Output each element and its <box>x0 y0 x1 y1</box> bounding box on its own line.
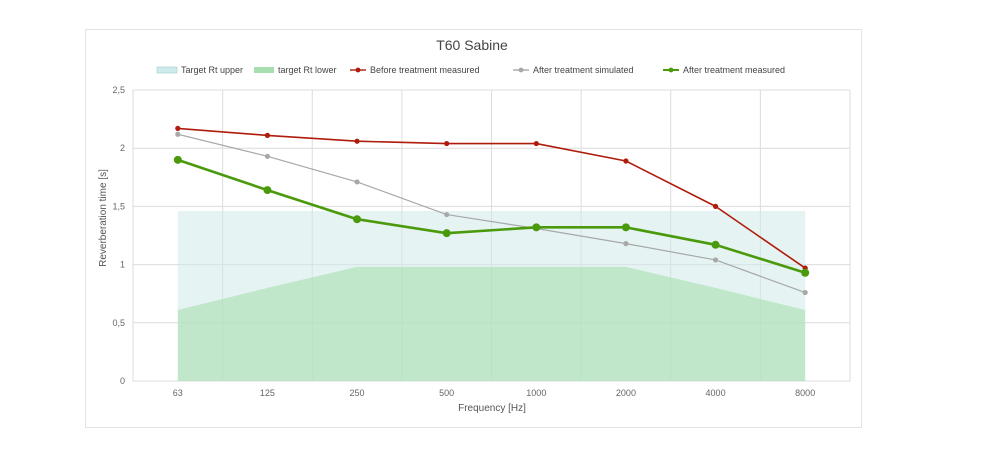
x-tick-label: 2000 <box>616 388 636 398</box>
chart-title: T60 Sabine <box>436 37 508 53</box>
legend-label: After treatment simulated <box>533 65 634 75</box>
data-point-after-treatment-measured <box>353 215 362 224</box>
data-point-after-treatment-measured <box>442 229 451 238</box>
data-point-after-treatment-measured <box>532 223 541 232</box>
data-point-after-treatment-simulated <box>623 241 629 247</box>
area-target-rt-lower <box>177 266 806 381</box>
y-axis-label: Reverberation time [s] <box>98 169 109 267</box>
legend-label: Target Rt upper <box>181 65 243 75</box>
x-tick-label: 4000 <box>706 388 726 398</box>
legend-swatch-marker <box>355 67 361 73</box>
data-point-before-treatment-measured <box>533 140 539 147</box>
legend-label: target Rt lower <box>278 65 337 75</box>
data-point-after-treatment-measured <box>711 240 720 249</box>
data-point-before-treatment-measured <box>354 138 360 144</box>
legend-swatch-marker <box>518 67 524 73</box>
legend-swatch-area <box>156 66 178 74</box>
y-tick-label: 1,5 <box>112 201 125 211</box>
data-point-after-treatment-measured <box>173 155 182 164</box>
data-point-after-treatment-measured <box>801 268 810 277</box>
data-point-after-treatment-simulated <box>712 257 719 263</box>
y-tick-label: 2 <box>120 143 125 153</box>
legend-label: Before treatment measured <box>370 65 480 75</box>
y-tick-label: 2,5 <box>112 85 125 95</box>
data-point-after-treatment-measured <box>621 223 630 232</box>
data-point-after-treatment-simulated <box>444 211 450 218</box>
axis-ticks: 0 0,5 1 1,5 2 2,5 63 125 250 500 1000 2000 4000 8000 <box>112 85 815 398</box>
x-tick-label: 250 <box>350 388 365 398</box>
x-tick-label: 63 <box>173 388 183 398</box>
series-line-before-treatment-measured <box>177 127 806 269</box>
data-point-after-treatment-measured <box>263 186 272 195</box>
x-tick-label: 8000 <box>795 388 815 398</box>
data-point-before-treatment-measured <box>623 158 629 164</box>
series-line-after-treatment-simulated <box>177 133 806 294</box>
legend: Target Rt upper target Rt lower Before tre… <box>156 65 785 75</box>
data-point-before-treatment-measured <box>264 132 271 138</box>
x-tick-label: 1000 <box>526 388 546 398</box>
data-point-before-treatment-measured <box>444 140 450 147</box>
x-tick-label: 500 <box>439 388 454 398</box>
data-point-before-treatment-measured <box>175 125 181 132</box>
target-areas <box>177 211 806 381</box>
legend-label: After treatment measured <box>683 65 785 75</box>
y-tick-label: 1 <box>120 260 125 270</box>
y-tick-label: 0,5 <box>112 318 125 328</box>
legend-swatch-area <box>254 67 274 73</box>
series-line-after-treatment-measured <box>177 158 806 274</box>
y-tick-label: 0 <box>120 376 125 386</box>
x-axis-label: Frequency [Hz] <box>458 403 526 414</box>
data-point-after-treatment-simulated <box>802 289 808 296</box>
data-point-after-treatment-simulated <box>175 131 181 137</box>
series-lines <box>173 125 810 296</box>
x-tick-label: 125 <box>260 388 275 398</box>
data-point-after-treatment-simulated <box>354 179 360 185</box>
data-point-after-treatment-simulated <box>264 153 271 159</box>
legend-swatch-marker <box>668 67 674 73</box>
data-point-before-treatment-measured <box>712 203 719 209</box>
